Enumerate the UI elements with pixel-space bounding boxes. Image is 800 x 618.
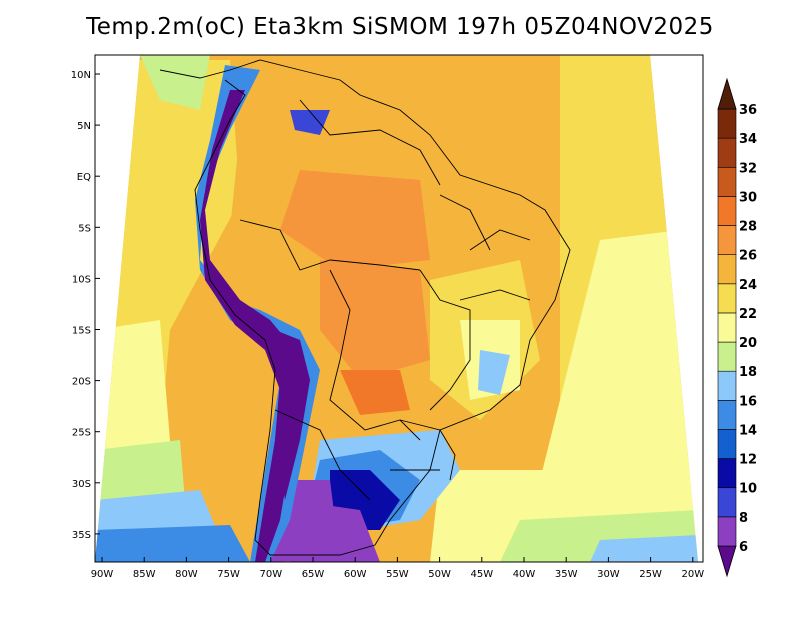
longitude-label: 25W <box>639 569 662 580</box>
colorbar-label: 6 <box>739 540 748 555</box>
longitude-label: 20W <box>681 569 704 580</box>
longitude-label: 70W <box>259 569 282 580</box>
longitude-label: 75W <box>217 569 240 580</box>
latitude-label: 10N <box>71 70 91 81</box>
colorbar-label: 12 <box>739 453 757 468</box>
colorbar-label: 20 <box>739 336 757 351</box>
longitude-axis: 90W 85W 80W 75W 70W 65W 60W 55W 50W 45W 40W 35W 30W 2… <box>91 557 704 580</box>
colorbar-label: 18 <box>739 365 757 380</box>
colorbar-swatch <box>717 516 737 547</box>
longitude-label: 90W <box>91 569 114 580</box>
colorbar-label: 28 <box>739 220 757 235</box>
latitude-label: 30S <box>72 479 91 490</box>
latitude-label: 35S <box>72 530 91 541</box>
latitude-label: 5N <box>77 121 91 132</box>
longitude-label: 80W <box>175 569 198 580</box>
colorbar-swatch <box>717 137 737 168</box>
colorbar-swatch <box>717 166 737 197</box>
latitude-axis: 10N 5N EQ 5S 10S 15S 20S 25S 30S 35S <box>71 70 100 541</box>
longitude-label: 50W <box>428 569 451 580</box>
longitude-label: 85W <box>133 569 156 580</box>
colorbar-label: 8 <box>739 511 748 526</box>
latitude-label: 20S <box>72 377 91 388</box>
colorbar-label: 24 <box>739 278 757 293</box>
colorbar-label: 30 <box>739 190 757 205</box>
latitude-label: 15S <box>72 326 91 337</box>
colorbar-swatch <box>717 429 737 459</box>
colorbar-label: 16 <box>739 394 757 409</box>
colorbar-label: 34 <box>739 132 757 147</box>
colorbar-min-arrow <box>717 545 737 578</box>
colorbar-label: 32 <box>739 161 757 176</box>
colorbar-swatch <box>717 400 737 430</box>
colorbar-label: 14 <box>739 423 757 438</box>
colorbar-swatch <box>717 312 737 343</box>
colorbar-swatch <box>717 458 737 489</box>
colorbar-label: 26 <box>739 249 757 264</box>
colorbar-label: 22 <box>739 307 757 322</box>
colorbar-label: 36 <box>739 103 757 118</box>
colorbar-label: 10 <box>739 482 757 497</box>
colorbar-max-arrow <box>717 77 737 110</box>
colorbar-swatch <box>717 283 737 314</box>
colorbar-swatch <box>717 254 737 285</box>
political-borders <box>159 59 571 556</box>
temperature-colorbar: 6 8 10 12 14 16 18 20 22 24 26 28 30 32 34 36 <box>717 77 757 578</box>
map-title: Temp.2m(oC) Eta3km SiSMOM 197h 05Z04NOV2… <box>86 14 714 40</box>
longitude-label: 30W <box>597 569 620 580</box>
longitude-label: 55W <box>386 569 409 580</box>
colorbar-swatch <box>717 196 737 226</box>
colorbar-swatch <box>717 225 737 255</box>
colorbar-swatch <box>717 487 737 518</box>
longitude-label: 60W <box>344 569 367 580</box>
map-frame <box>94 54 704 563</box>
latitude-label: 10S <box>72 274 91 285</box>
temperature-field <box>95 55 698 562</box>
latitude-label: EQ <box>77 172 91 183</box>
latitude-label: 25S <box>72 428 91 439</box>
longitude-label: 65W <box>302 569 325 580</box>
longitude-label: 45W <box>470 569 493 580</box>
colorbar-swatch <box>717 370 737 401</box>
latitude-label: 5S <box>78 223 91 234</box>
colorbar-swatch <box>717 341 737 372</box>
longitude-label: 35W <box>555 569 578 580</box>
longitude-label: 40W <box>513 569 536 580</box>
colorbar-swatch <box>717 108 737 139</box>
